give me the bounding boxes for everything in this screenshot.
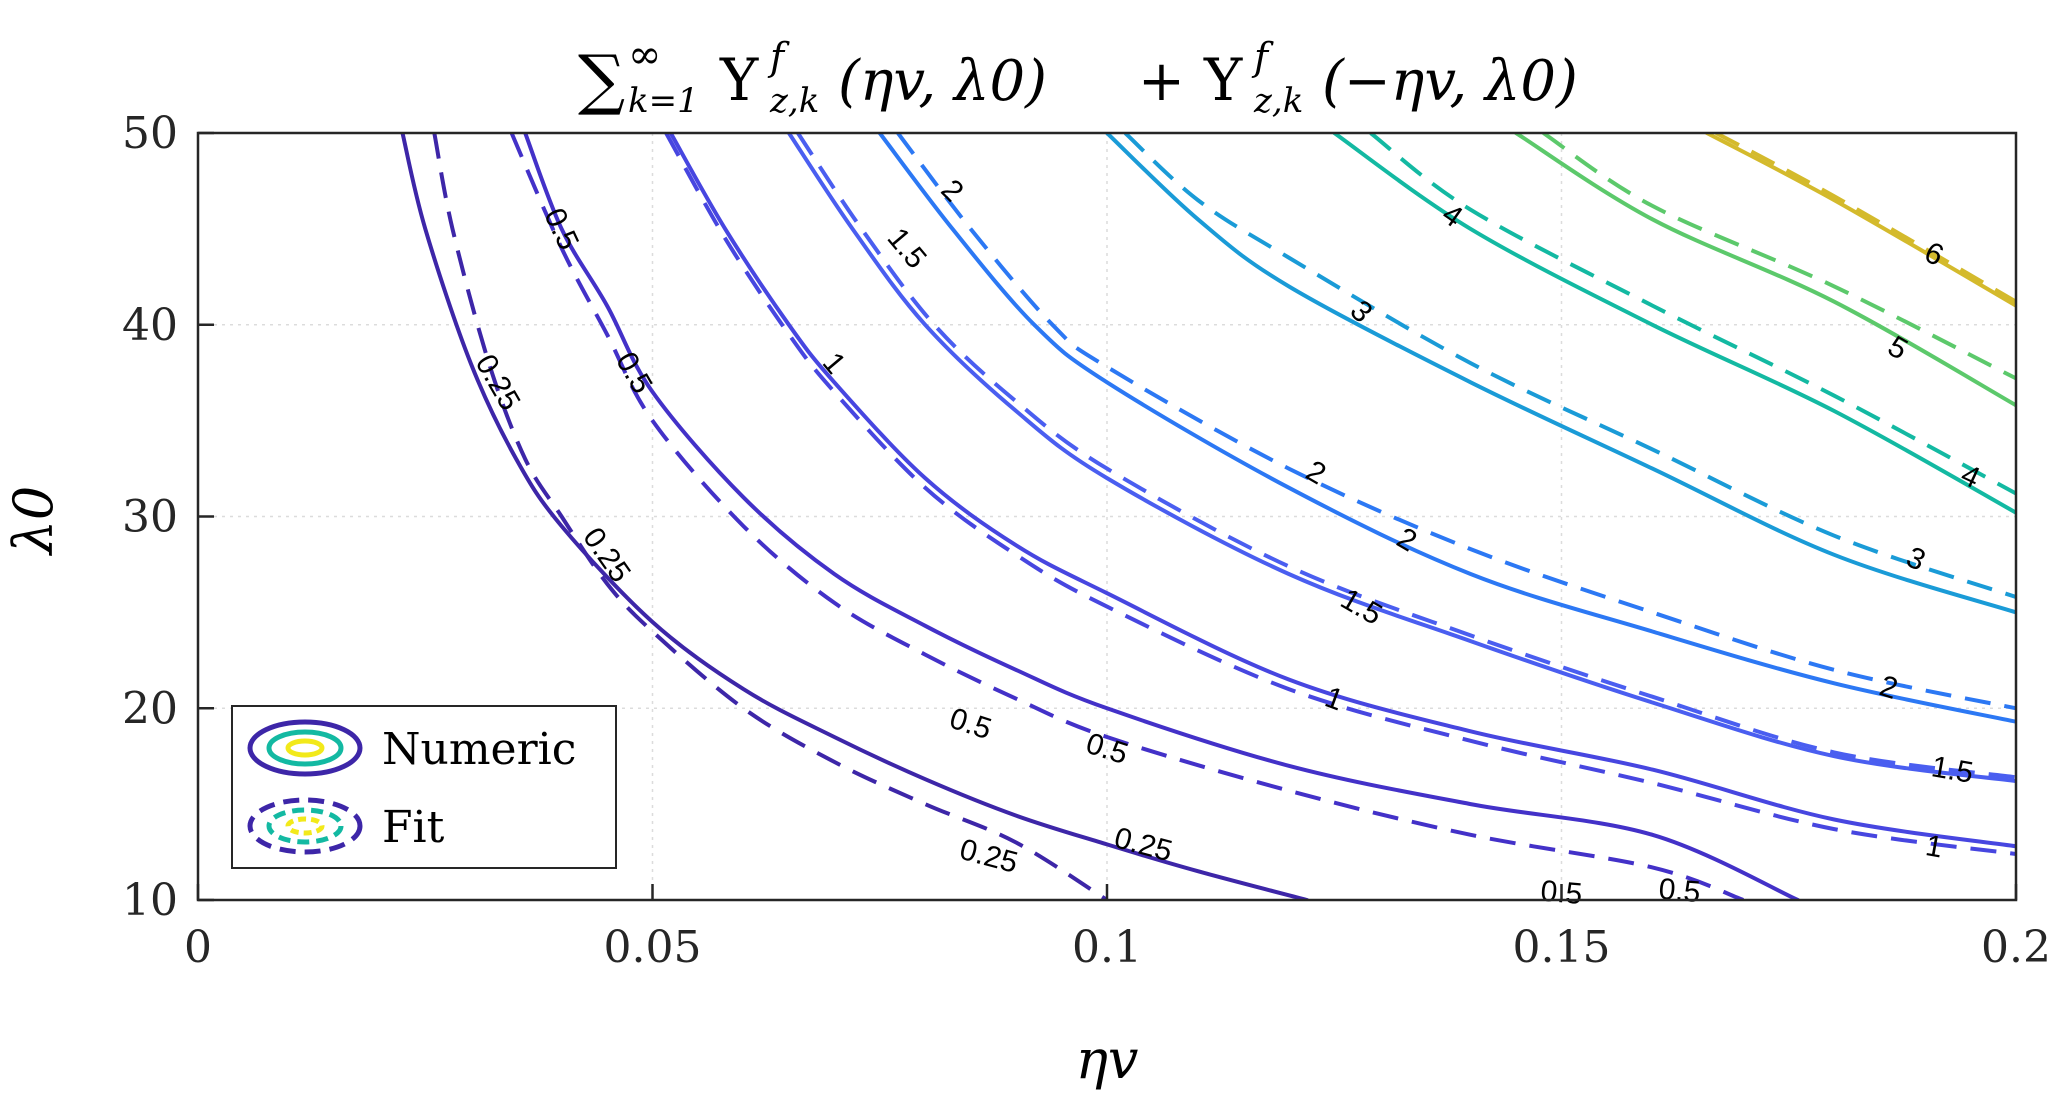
contour-numeric-1 xyxy=(668,133,2016,849)
x-tick-label: 0 xyxy=(184,922,212,973)
y-tick-label: 30 xyxy=(122,492,178,543)
contour-numeric-3 xyxy=(1105,133,2016,615)
contour-fit-6 xyxy=(1715,133,2016,304)
x-tick-label: 0.15 xyxy=(1513,922,1611,973)
contour-label: 0.5 xyxy=(1657,873,1701,910)
x-tick-label: 0.05 xyxy=(604,922,702,973)
contour-numeric-5 xyxy=(1514,133,2016,408)
contour-fit-0_5 xyxy=(509,133,1744,900)
contour-lines xyxy=(400,133,2016,900)
axis-ticks: 0 0.05 0.1 0.15 0.2 10 20 30 40 50 xyxy=(122,108,2051,973)
x-tick-label: 0.1 xyxy=(1072,922,1142,973)
y-tick-label: 20 xyxy=(122,683,178,734)
title-sum: ∑ xyxy=(578,41,625,118)
contour-fit-3 xyxy=(1123,133,2016,599)
contour-fit-0_25 xyxy=(432,133,1109,900)
legend: Numeric Fit xyxy=(231,705,617,869)
x-tick-label: 0.2 xyxy=(1981,922,2051,973)
legend-label-fit: Fit xyxy=(382,802,445,853)
contour-numeric-0_5 xyxy=(523,133,1800,900)
title-right-args: (−ηv, λ0) xyxy=(1322,49,1578,114)
title-zk-sub-1: z,k xyxy=(769,81,819,121)
contour-label: 1.5 xyxy=(1929,750,1976,790)
title-f-sup-1: f xyxy=(767,35,790,79)
chart-title: ∑ ∞ k=1 Υ f z,k (ηv, λ0) + Υ f z,k (−ηv,… xyxy=(578,32,1578,121)
y-axis-label: λ0 xyxy=(2,486,65,557)
title-upsilon-1: Υ xyxy=(719,46,759,114)
contour-fit-4 xyxy=(1369,133,2016,496)
contour-fit-5 xyxy=(1542,133,2016,381)
contour-fit-1_5 xyxy=(796,133,2016,780)
title-upsilon-2: Υ xyxy=(1203,46,1243,114)
contour-numeric-2 xyxy=(877,133,2016,724)
contour-label: 1 xyxy=(1923,829,1945,864)
title-zk-sub-2: z,k xyxy=(1253,81,1303,121)
title-f-sup-2: f xyxy=(1251,35,1274,79)
x-axis-label: ηv xyxy=(1076,1028,1139,1091)
contour-numeric-4 xyxy=(1332,133,2016,515)
y-tick-label: 40 xyxy=(122,300,178,351)
legend-label-numeric: Numeric xyxy=(382,724,576,775)
y-tick-label: 50 xyxy=(122,108,178,159)
contour-numeric-1_5 xyxy=(786,133,2016,784)
legend-numeric-swatch xyxy=(247,719,363,777)
title-plus: + xyxy=(1138,49,1185,114)
legend-fit-swatch xyxy=(247,797,363,855)
contour-fit-1 xyxy=(664,133,2016,856)
legend-box xyxy=(231,705,617,869)
contour-numeric-0_25 xyxy=(400,133,1309,900)
title-left-args: (ηv, λ0) xyxy=(838,49,1047,114)
title-inf-sup: ∞ xyxy=(628,32,661,78)
grid-lines xyxy=(198,133,2016,900)
y-tick-label: 10 xyxy=(122,875,178,926)
contour-numeric-6 xyxy=(1704,133,2016,308)
contour-fit-2 xyxy=(896,133,2016,711)
title-k-sub: k=1 xyxy=(628,81,699,121)
